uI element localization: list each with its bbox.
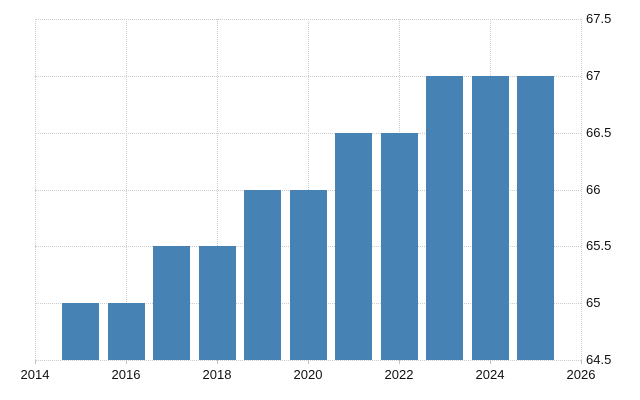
bar-2015 [62,303,99,360]
y-axis-label: 67 [586,67,601,83]
x-axis-label: 2014 [20,367,50,382]
x-axis-label: 2018 [202,367,232,382]
bar-2016 [107,303,145,360]
y-axis-label: 65.5 [586,238,612,254]
y-axis-label: 65 [586,295,601,311]
x-axis-tick [217,360,218,364]
x-axis-tick [490,360,491,364]
grid-line-vertical [217,19,218,360]
bar-2024 [471,75,509,360]
x-axis-tick [399,360,400,364]
x-axis-label: 2026 [566,367,596,382]
bar-2021 [335,132,372,360]
bar-2020 [289,189,327,360]
y-axis-label: 64.5 [586,352,612,367]
bar-2019 [244,189,281,360]
x-axis-label: 2022 [384,367,414,382]
grid-line-vertical [581,19,582,360]
x-axis-label: 2016 [111,367,141,382]
bar-2022 [380,132,418,360]
grid-line-vertical [35,19,36,360]
x-axis-tick [35,360,36,364]
bar-2025 [517,75,554,360]
x-axis-tick [126,360,127,364]
y-axis-label: 66.5 [586,124,612,140]
bar-2018 [198,246,236,360]
x-axis-tick [308,360,309,364]
bar-2017 [153,246,190,360]
plot-area [35,19,582,361]
bar-2023 [426,75,463,360]
grid-line-vertical [126,19,127,360]
y-axis-label: 66 [586,181,601,197]
x-axis-tick [581,360,582,364]
x-axis-label: 2020 [293,367,323,382]
x-axis-label: 2024 [475,367,505,382]
y-axis-label: 67.5 [586,11,612,26]
